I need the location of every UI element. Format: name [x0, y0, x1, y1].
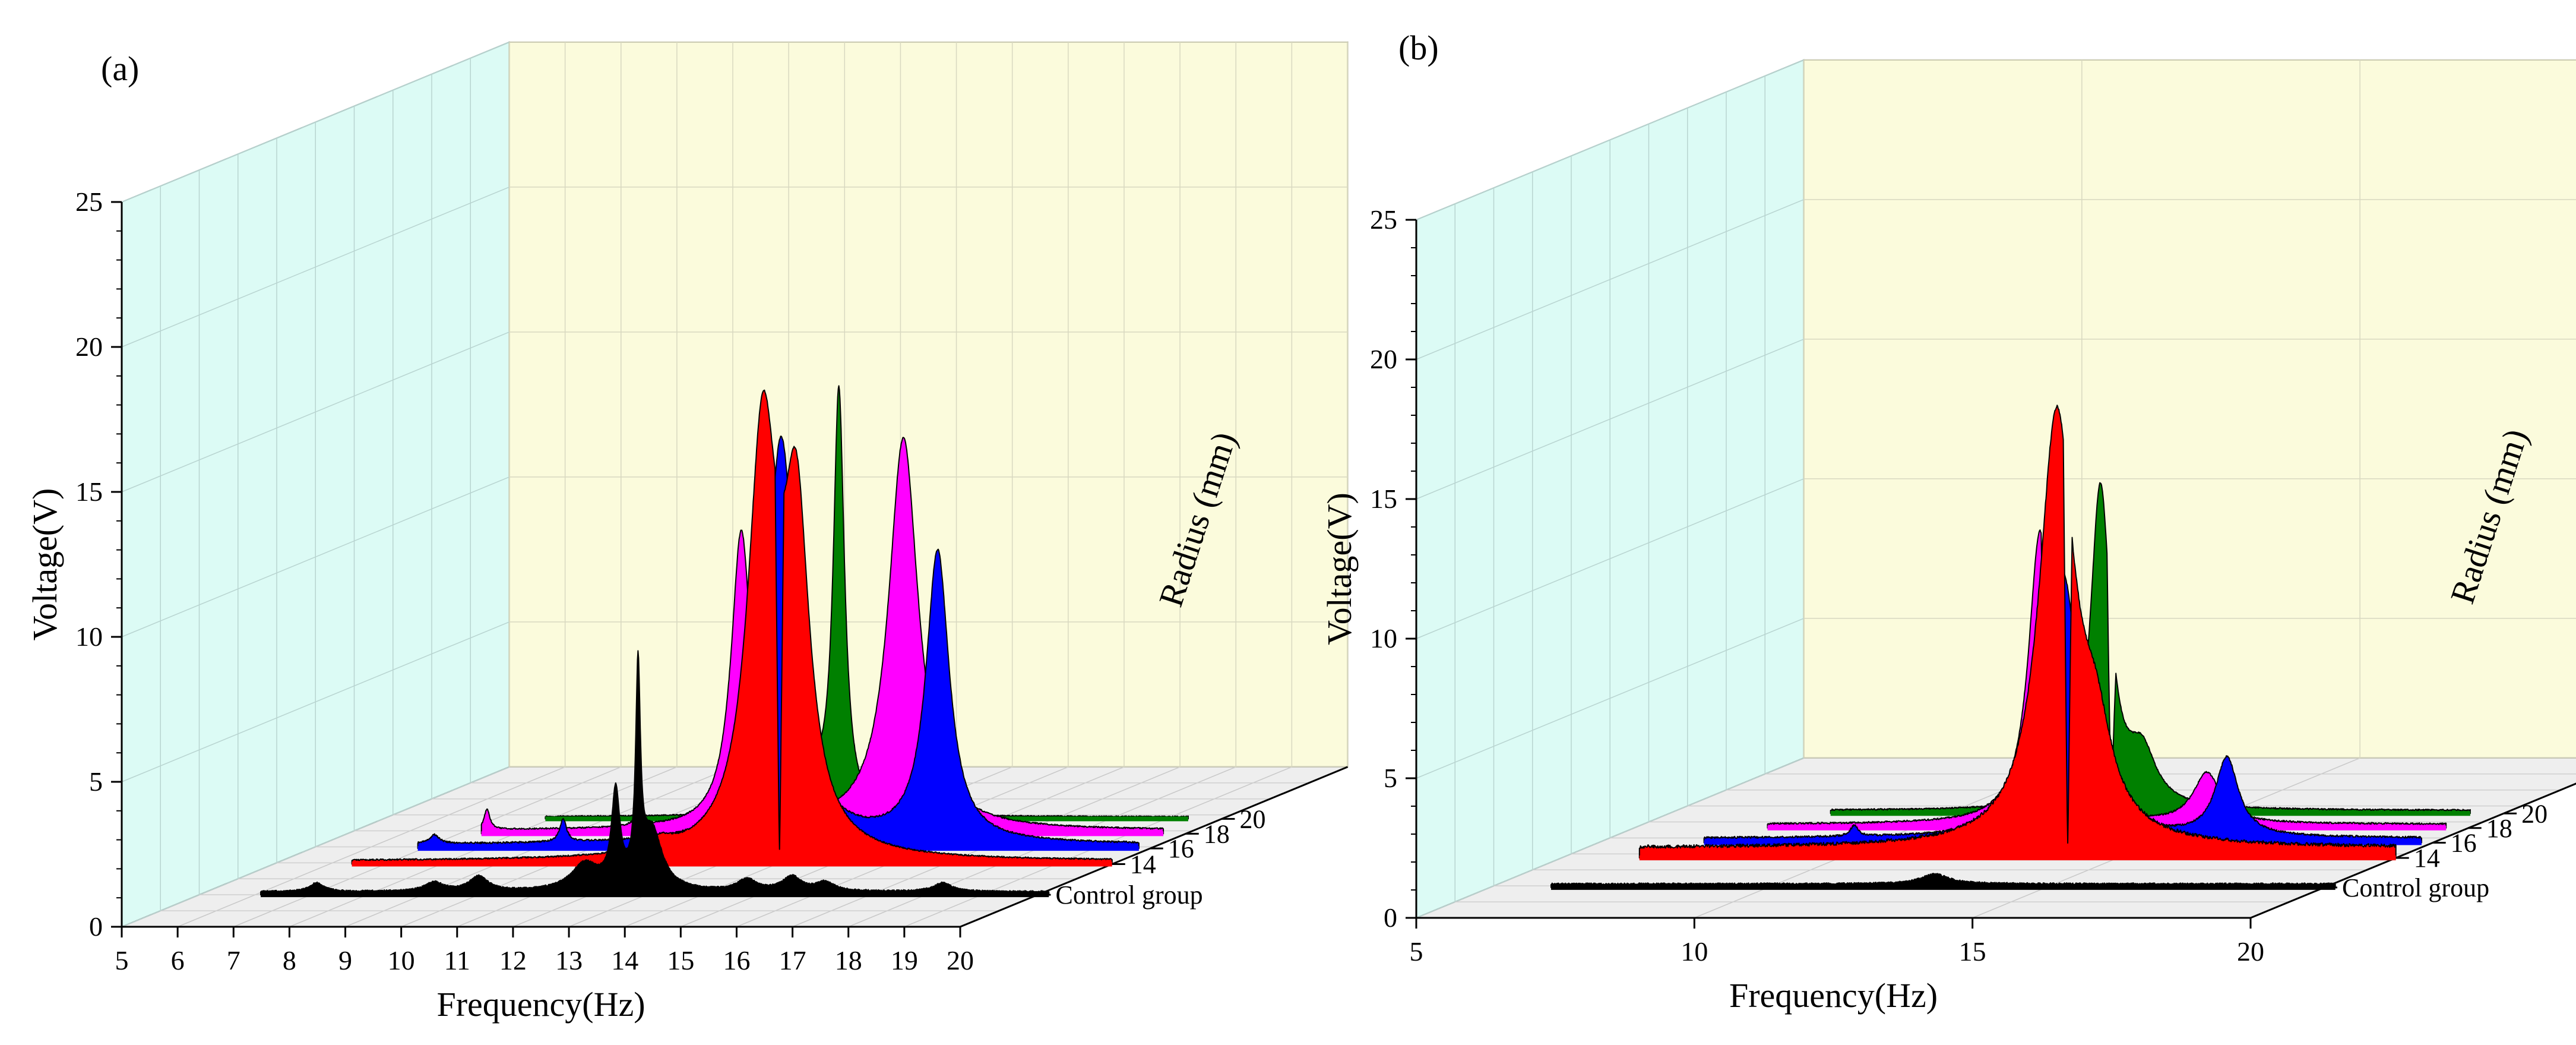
back-wall — [1803, 59, 2576, 759]
x-tick-label: 18 — [835, 945, 862, 975]
z-tick-label: Control group — [1056, 880, 1203, 910]
z-tick-label: Control group — [2342, 873, 2489, 902]
z-tick-label: 16 — [2451, 829, 2477, 858]
z-tick-label: 14 — [2414, 844, 2440, 873]
y-tick-label: 5 — [89, 766, 103, 797]
z-axis — [2250, 782, 2576, 919]
y-axis-title: Voltage(V) — [1320, 492, 1359, 645]
x-tick-label: 7 — [227, 945, 240, 975]
y-tick-label: 0 — [89, 911, 103, 942]
x-tick-label: 5 — [115, 945, 129, 975]
z-tick-label: 20 — [1239, 804, 1265, 834]
y-tick-label: 5 — [1384, 763, 1397, 793]
x-axis-title: Frequency(Hz) — [436, 985, 645, 1024]
z-tick-label: 20 — [2521, 799, 2547, 828]
y-tick-label: 10 — [75, 621, 103, 652]
x-tick-label: 19 — [891, 945, 918, 975]
x-tick-label: 5 — [1410, 936, 1423, 967]
z-axis — [960, 766, 1349, 928]
x-tick-label: 20 — [2237, 936, 2264, 967]
y-tick-label: 25 — [1370, 204, 1397, 235]
x-tick-label: 11 — [444, 945, 470, 975]
x-tick-label: 8 — [283, 945, 296, 975]
z-tick-label: 18 — [2486, 814, 2512, 843]
series-area-20 — [1830, 482, 2471, 814]
y-tick-label: 0 — [1384, 902, 1397, 933]
panel-label: (b) — [1398, 29, 1439, 67]
x-tick-label: 16 — [723, 945, 750, 975]
z-tick-label: 14 — [1130, 850, 1156, 879]
x-tick-label: 17 — [779, 945, 806, 975]
panel-b: 5 10 15 200510152025Frequency(Hz)Voltage(V)… — [1320, 29, 2576, 1015]
x-tick-label: 9 — [338, 945, 352, 975]
series-area-16 — [417, 435, 1140, 850]
series-area-14 — [351, 389, 1113, 865]
y-tick-label: 10 — [1370, 623, 1397, 653]
y-tick-label: 15 — [75, 476, 103, 507]
x-tick-label: 15 — [1959, 936, 1986, 967]
panel-label: (a) — [101, 49, 139, 88]
series-area-control — [260, 650, 1050, 896]
x-tick-label: 12 — [499, 945, 527, 975]
y-axis-title: Voltage(V) — [26, 488, 64, 641]
x-tick-label: 10 — [1681, 936, 1708, 967]
y-tick-label: 25 — [75, 187, 103, 217]
z-tick-label: 16 — [1168, 834, 1194, 863]
z-tick-label: 18 — [1204, 819, 1230, 848]
x-tick-label: 14 — [611, 945, 638, 975]
x-axis-title: Frequency(Hz) — [1729, 976, 1938, 1015]
y-tick-label: 15 — [1370, 484, 1397, 514]
y-tick-label: 20 — [1370, 344, 1397, 374]
y-tick-label: 20 — [75, 332, 103, 362]
x-tick-label: 20 — [947, 945, 974, 975]
x-tick-label: 10 — [388, 945, 415, 975]
series-area-control — [1550, 873, 2336, 888]
series-area-14 — [1638, 405, 2397, 859]
panel-a: 5 6 7 8 9 10 11 12 13 14 15 16 17 18 19 200510152025Fre… — [26, 41, 1349, 1024]
x-tick-label: 13 — [555, 945, 583, 975]
x-tick-label: 6 — [171, 945, 185, 975]
x-tick-label: 15 — [667, 945, 694, 975]
